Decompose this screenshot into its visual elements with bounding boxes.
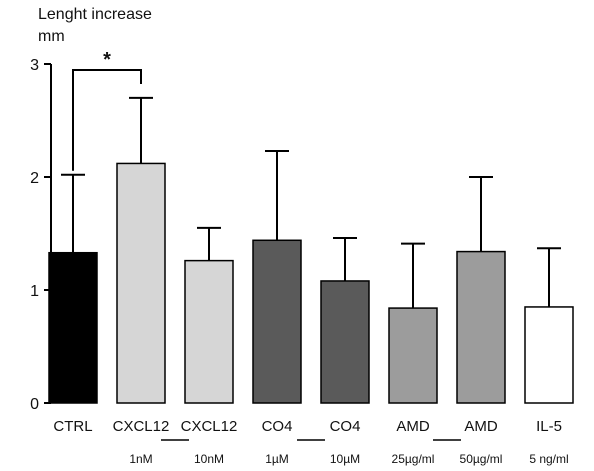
- category-label: CXCL12: [113, 418, 170, 435]
- dose-label: 1µM: [265, 452, 289, 466]
- bar-7: [456, 250, 506, 404]
- dose-label: 5 ng/ml: [529, 452, 568, 466]
- y-axis-label: Lenght increase: [38, 6, 152, 23]
- bar-3: [184, 259, 234, 404]
- category-label: AMD: [464, 418, 498, 435]
- bar-6: [388, 307, 438, 404]
- bar-2: [116, 162, 166, 404]
- bar-1: [48, 251, 98, 404]
- y-tick-label: 1: [30, 283, 39, 300]
- significance-bracket: [72, 69, 142, 171]
- y-tick-label: 2: [30, 170, 39, 187]
- dose-label: 10nM: [194, 452, 224, 466]
- y-tick-label: 0: [30, 396, 39, 413]
- dose-label: 50µg/ml: [460, 452, 503, 466]
- category-label: CO4: [330, 418, 361, 435]
- y-tick-label: 3: [30, 57, 39, 74]
- bar-8: [524, 306, 574, 404]
- dose-label: 1nM: [129, 452, 152, 466]
- category-label: CTRL: [53, 418, 92, 435]
- category-label: CO4: [262, 418, 293, 435]
- dose-label: 10µM: [330, 452, 360, 466]
- y-axis-unit: mm: [38, 28, 65, 45]
- dose-label: 25µg/ml: [392, 452, 435, 466]
- bar-4: [252, 239, 302, 404]
- significance-star: *: [103, 49, 111, 71]
- category-label: AMD: [396, 418, 430, 435]
- category-label: IL-5: [536, 418, 562, 435]
- bar-5: [320, 280, 370, 404]
- category-label: CXCL12: [181, 418, 238, 435]
